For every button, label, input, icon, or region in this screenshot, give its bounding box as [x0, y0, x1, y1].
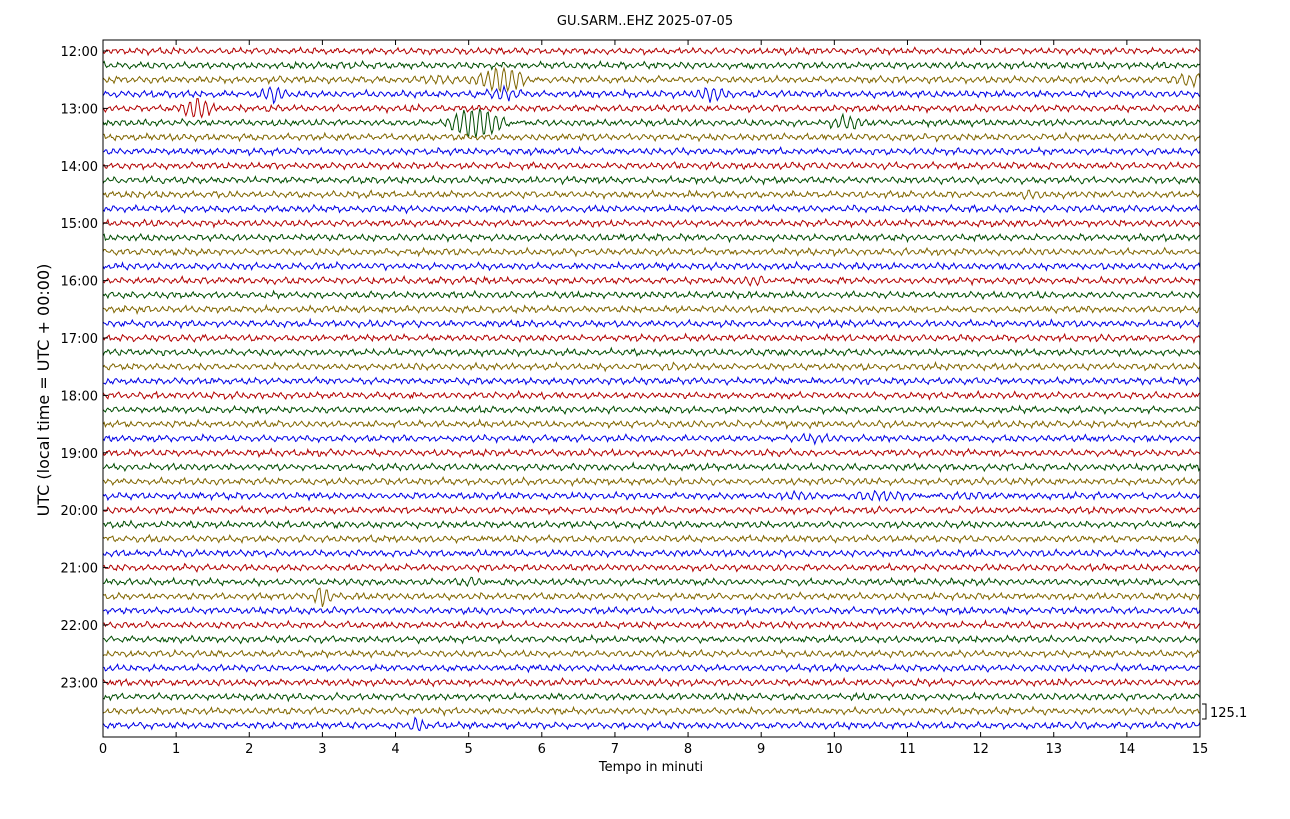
seismic-trace — [102, 274, 1201, 287]
seismic-trace — [102, 533, 1201, 545]
seismic-trace — [102, 98, 1201, 119]
seismic-trace — [102, 46, 1201, 57]
y-tick-label: 13:00 — [61, 102, 98, 117]
x-axis: 0 1 2 3 4 5 6 7 8 9 10 11 12 13 14 15 — [99, 40, 1208, 757]
seismic-trace — [102, 447, 1201, 459]
y-tick-label: 23:00 — [61, 676, 98, 691]
x-tick-label: 1 — [172, 742, 180, 757]
seismic-trace — [102, 317, 1201, 330]
x-tick-label: 9 — [757, 742, 765, 757]
y-tick-label: 22:00 — [61, 619, 98, 634]
seismic-trace — [102, 203, 1201, 215]
seismic-trace — [102, 461, 1201, 474]
seismic-trace — [102, 418, 1201, 430]
seismic-trace — [102, 705, 1201, 717]
seismic-trace — [102, 605, 1201, 617]
x-tick-label: 7 — [611, 742, 619, 757]
seismic-trace — [103, 375, 1201, 387]
seismic-trace — [102, 189, 1201, 201]
seismic-trace — [102, 662, 1201, 674]
seismic-trace — [102, 332, 1201, 344]
seismic-trace — [102, 633, 1201, 645]
seismic-trace — [102, 303, 1201, 315]
x-tick-label: 4 — [391, 742, 399, 757]
seismic-trace — [102, 389, 1201, 401]
seismic-trace — [102, 346, 1201, 358]
seismic-trace — [102, 576, 1201, 588]
seismic-trace — [102, 174, 1201, 186]
seismic-trace — [102, 289, 1201, 301]
y-axis-label: UTC (local time = UTC + 00:00) — [34, 264, 53, 517]
y-tick-label: 14:00 — [61, 160, 98, 175]
seismic-trace — [102, 84, 1201, 105]
seismic-trace — [102, 260, 1201, 272]
x-tick-label: 10 — [826, 742, 843, 757]
seismic-trace — [102, 246, 1201, 258]
seismic-trace — [102, 107, 1201, 139]
seismic-trace — [102, 360, 1201, 373]
seismic-trace — [102, 145, 1201, 157]
x-tick-label: 11 — [899, 742, 916, 757]
traces-group — [102, 46, 1201, 732]
seismic-trace — [102, 217, 1201, 229]
x-axis-label: Tempo in minuti — [598, 760, 703, 775]
y-tick-label: 18:00 — [61, 389, 98, 404]
seismic-trace — [102, 59, 1201, 71]
seismic-trace — [103, 619, 1201, 631]
x-tick-label: 0 — [99, 742, 107, 757]
seismic-trace — [102, 475, 1201, 488]
y-tick-label: 12:00 — [61, 45, 98, 60]
seismic-trace — [102, 489, 1201, 502]
y-axis: 12:00 13:00 14:00 15:00 16:00 17:00 18:00 19:00… — [61, 45, 108, 691]
y-tick-label: 16:00 — [61, 275, 98, 290]
seismic-trace — [102, 547, 1201, 559]
x-tick-label: 3 — [318, 742, 326, 757]
x-tick-label: 5 — [465, 742, 473, 757]
seismic-trace — [102, 404, 1201, 416]
y-tick-label: 21:00 — [61, 562, 98, 577]
seismic-trace — [102, 562, 1201, 574]
y-tick-label: 19:00 — [61, 447, 98, 462]
x-tick-label: 13 — [1045, 742, 1062, 757]
x-tick-label: 12 — [972, 742, 989, 757]
x-tick-label: 14 — [1119, 742, 1136, 757]
x-tick-label: 2 — [245, 742, 253, 757]
seismic-trace — [102, 519, 1201, 530]
seismic-trace — [102, 691, 1201, 703]
scale-bar-bracket — [1202, 703, 1207, 720]
y-tick-label: 20:00 — [61, 504, 98, 519]
seismic-trace — [102, 160, 1201, 172]
seismic-trace — [102, 648, 1201, 660]
chart-title: GU.SARM..EHZ 2025-07-05 — [557, 14, 733, 29]
seismic-trace — [102, 676, 1201, 688]
x-tick-label: 15 — [1192, 742, 1209, 757]
x-tick-label: 6 — [538, 742, 546, 757]
plot-frame — [102, 39, 1201, 738]
seismic-trace — [102, 587, 1201, 608]
seismic-trace — [102, 432, 1201, 446]
seismic-trace — [102, 232, 1201, 244]
y-tick-label: 15:00 — [61, 217, 98, 232]
x-tick-label: 8 — [684, 742, 692, 757]
y-tick-label: 17:00 — [61, 332, 98, 347]
seismic-trace — [102, 131, 1201, 143]
amplitude-scale-bar: 125.1 — [1202, 703, 1247, 721]
scale-bar-label: 125.1 — [1210, 706, 1247, 721]
seismic-trace — [102, 504, 1201, 516]
seismic-trace — [102, 716, 1201, 732]
seismic-trace — [102, 66, 1201, 93]
